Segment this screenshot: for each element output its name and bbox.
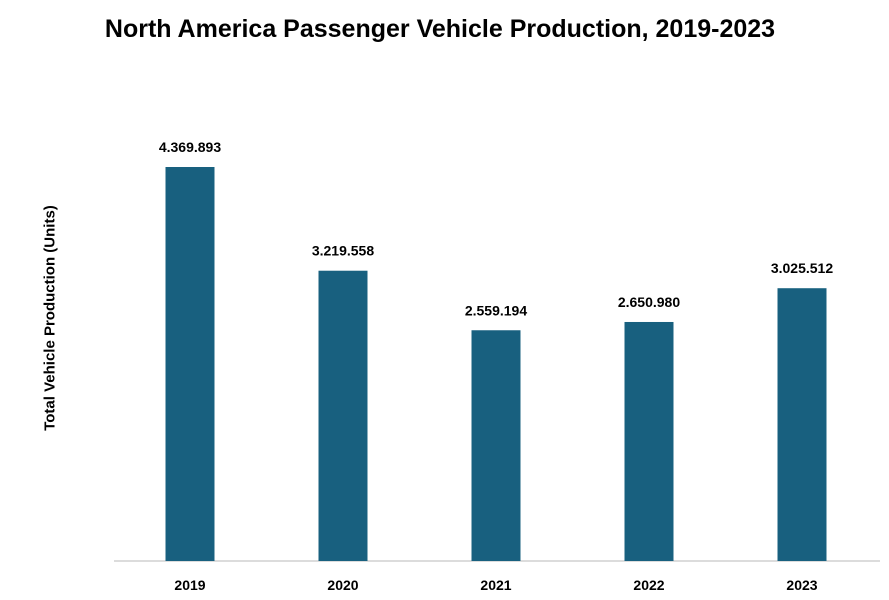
data-label-2020: 3.219.558 (312, 243, 374, 259)
bar-2021 (471, 330, 521, 561)
x-tick-label-2020: 2020 (327, 577, 358, 593)
x-tick-label-2019: 2019 (174, 577, 205, 593)
x-tick-label-2023: 2023 (786, 577, 817, 593)
data-label-2023: 3.025.512 (771, 260, 833, 276)
bar-2020 (318, 270, 368, 561)
chart-title: North America Passenger Vehicle Producti… (104, 15, 776, 43)
bar-2019 (165, 167, 215, 561)
data-label-2021: 2.559.194 (465, 302, 527, 318)
data-label-2022: 2.650.980 (618, 294, 680, 310)
data-label-2019: 4.369.893 (159, 139, 221, 155)
bar-2022 (624, 321, 674, 561)
x-tick-label-2021: 2021 (480, 577, 511, 593)
x-tick-label-2022: 2022 (633, 577, 664, 593)
bar-2023 (777, 288, 827, 561)
